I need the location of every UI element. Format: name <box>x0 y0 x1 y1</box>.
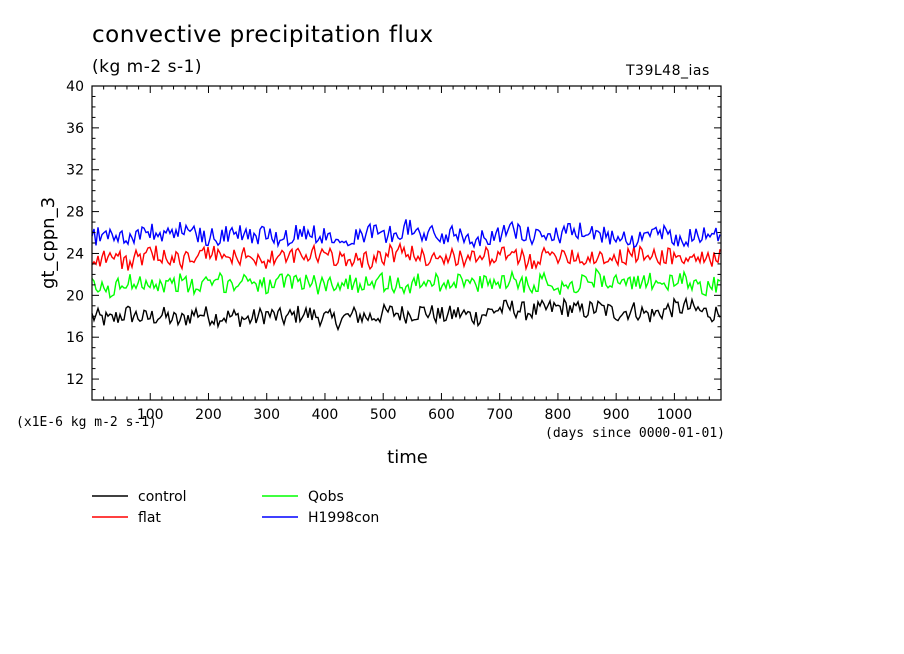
y-tick-label: 20 <box>66 288 84 304</box>
x-tick-label: 900 <box>603 407 630 423</box>
y-scale-note: (x1E-6 kg m-2 s-1) <box>16 415 157 430</box>
x-tick-label: 600 <box>428 407 455 423</box>
x-tick-label: 1000 <box>657 407 693 423</box>
x-tick-label: 800 <box>545 407 572 423</box>
x-tick-label: 400 <box>312 407 339 423</box>
legend-label-control: control <box>138 489 187 505</box>
series-line-qobs <box>91 267 721 299</box>
run-name: T39L48_ias <box>626 63 710 79</box>
x-tick-label: 300 <box>253 407 280 423</box>
y-tick-label: 32 <box>66 163 84 179</box>
legend: control flat Qobs H1998con <box>92 489 379 526</box>
y-tick-label: 16 <box>66 330 84 346</box>
y-tick-label: 28 <box>66 205 84 221</box>
y-tick-label: 36 <box>66 121 84 137</box>
legend-label-qobs: Qobs <box>308 489 344 505</box>
y-tick-label: 40 <box>66 79 84 95</box>
series-line-flat <box>91 241 721 272</box>
ticks-layer: 100 200 300 400 500 600 700 800 900 1000 12 16 20 24 2… <box>66 79 722 423</box>
x-tick-label: 100 <box>137 407 164 423</box>
legend-label-h1998con: H1998con <box>308 510 379 526</box>
series-layer <box>91 219 721 332</box>
x-axis-label: time <box>387 447 428 468</box>
x-tick-label: 500 <box>370 407 397 423</box>
chart-title: convective precipitation flux <box>92 22 434 48</box>
x-units-note: (days since 0000-01-01) <box>545 426 726 441</box>
chart-units: (kg m-2 s-1) <box>92 57 203 77</box>
y-tick-label: 24 <box>66 246 84 262</box>
x-tick-label: 200 <box>195 407 222 423</box>
series-line-control <box>91 296 721 332</box>
x-tick-label: 700 <box>486 407 513 423</box>
series-line-h1998con <box>91 219 721 250</box>
legend-label-flat: flat <box>138 510 161 526</box>
y-axis-label: gt_cppn_3 <box>38 197 59 289</box>
y-tick-label: 12 <box>66 372 84 388</box>
